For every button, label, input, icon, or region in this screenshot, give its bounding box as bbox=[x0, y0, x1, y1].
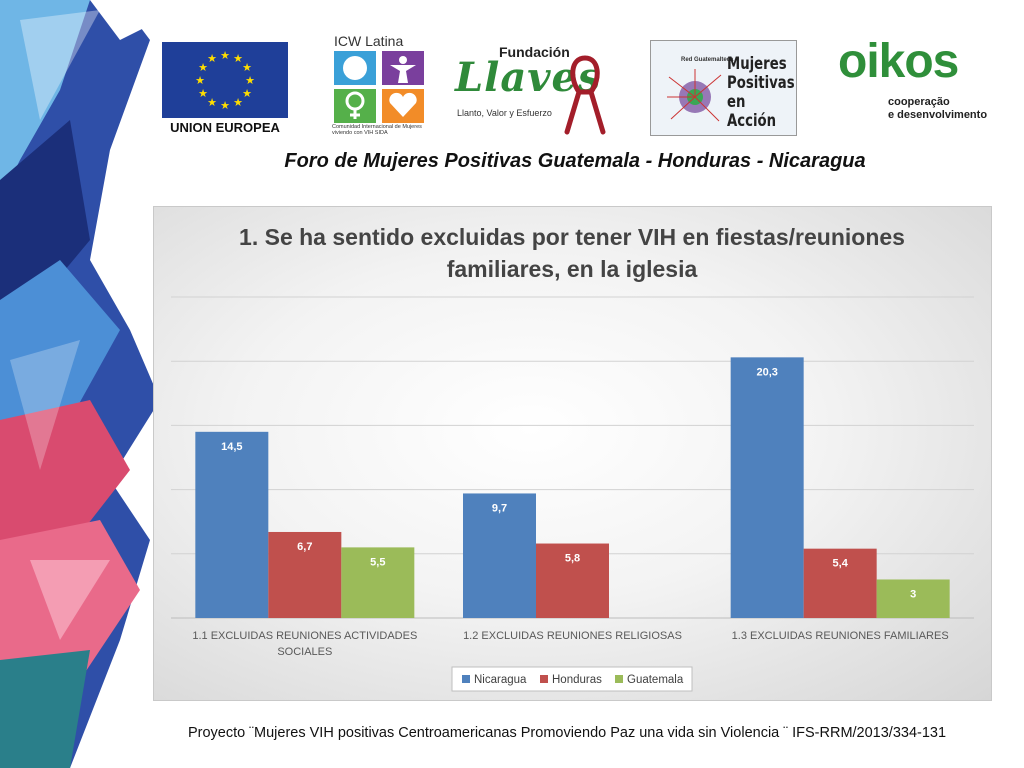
legend-label-honduras: Honduras bbox=[552, 674, 602, 686]
bar-guatemala-1 bbox=[341, 547, 415, 618]
data-label-honduras-2: 5,8 bbox=[565, 553, 580, 565]
svg-text:★: ★ bbox=[233, 96, 243, 109]
eu-flag-icon: ★ ★ ★ ★ ★ ★ ★ ★ ★ ★ ★ ★ bbox=[162, 42, 288, 118]
bar-honduras-2 bbox=[536, 543, 609, 618]
bar-nicaragua-1 bbox=[195, 431, 269, 618]
svg-text:★: ★ bbox=[233, 52, 243, 65]
data-label-guatemala-3: 3 bbox=[910, 588, 916, 600]
footer-text: Proyecto ¨Mujeres VIH positivas Centroam… bbox=[187, 725, 947, 741]
bar-guatemala-3 bbox=[876, 579, 950, 618]
fundacion-llaves-logo: Fundación Llaves Llanto, Valor y Esfuerz… bbox=[455, 42, 615, 137]
legend-swatch-nicaragua bbox=[462, 675, 470, 683]
data-label-honduras-3: 5,4 bbox=[833, 558, 849, 570]
data-label-nicaragua-1: 14,5 bbox=[221, 441, 242, 453]
eu-logo-text: UNION EUROPEA bbox=[170, 120, 280, 135]
bar-honduras-1 bbox=[268, 531, 342, 618]
network-figure-icon bbox=[667, 69, 722, 122]
legend-box bbox=[451, 666, 693, 692]
svg-text:★: ★ bbox=[207, 96, 217, 109]
legend-label-nicaragua: Nicaragua bbox=[474, 674, 527, 686]
mujeres-logo-network: Red Guatemalteca bbox=[681, 57, 734, 63]
svg-text:★: ★ bbox=[198, 87, 208, 100]
chart-title-line-1: 1. Se ha sentido excluidas por tener VIH… bbox=[239, 224, 905, 250]
slide-title: Foro de Mujeres Positivas Guatemala - Ho… bbox=[284, 150, 866, 172]
category-label-1-line-1: 1.1 EXCLUIDAS REUNIONES ACTIVIDADES bbox=[192, 630, 417, 642]
svg-text:★: ★ bbox=[207, 52, 217, 65]
legend-swatch-guatemala bbox=[615, 675, 623, 683]
icw-logo-subtitle: Comunidad Internacional de Mujeres vivie… bbox=[332, 124, 422, 136]
chart-title-line-2: familiares, en la iglesia bbox=[447, 256, 698, 282]
svg-text:★: ★ bbox=[245, 74, 255, 87]
legend-swatch-honduras bbox=[540, 675, 548, 683]
svg-text:★: ★ bbox=[220, 49, 230, 62]
left-decorative-graphic bbox=[0, 0, 160, 768]
category-label-1-line-2: SOCIALES bbox=[277, 646, 332, 658]
chart-panel: 1. Se ha sentido excluidas por tener VIH… bbox=[153, 206, 992, 701]
category-label-3-line-1: 1.3 EXCLUIDAS REUNIONES FAMILIARES bbox=[732, 630, 949, 642]
svg-text:★: ★ bbox=[220, 99, 230, 112]
svg-text:★: ★ bbox=[198, 61, 208, 74]
bar-chart: 1. Se ha sentido excluidas por tener VIH… bbox=[171, 224, 974, 692]
oikos-logo: oikos cooperação e desenvolvimento bbox=[838, 35, 998, 132]
data-label-nicaragua-2: 9,7 bbox=[492, 502, 507, 514]
legend-label-guatemala: Guatemala bbox=[627, 674, 684, 686]
red-ribbon-icon bbox=[564, 55, 606, 135]
mujeres-logo-name: Mujeres Positivas en Acción bbox=[727, 54, 795, 131]
data-label-guatemala-1: 5,5 bbox=[370, 556, 385, 568]
eu-logo: ★ ★ ★ ★ ★ ★ ★ ★ ★ ★ ★ ★ UNION EUROPEA bbox=[160, 40, 290, 135]
svg-text:★: ★ bbox=[242, 87, 252, 100]
bar-nicaragua-3 bbox=[730, 357, 804, 618]
mujeres-positivas-logo: Red Guatemalteca Mujeres Positivas en Ac… bbox=[650, 40, 797, 136]
icw-logo-title: ICW Latina bbox=[334, 33, 404, 49]
data-label-honduras-1: 6,7 bbox=[297, 541, 312, 553]
icw-logo-icons bbox=[334, 51, 424, 123]
category-label-2-line-1: 1.2 EXCLUIDAS REUNIONES RELIGIOSAS bbox=[463, 630, 682, 642]
data-label-nicaragua-3: 20,3 bbox=[756, 366, 777, 378]
oikos-logo-name: oikos bbox=[838, 35, 959, 88]
oikos-logo-line1: cooperação bbox=[888, 96, 950, 108]
llaves-logo-tagline: Llanto, Valor y Esfuerzo bbox=[457, 108, 552, 118]
svg-text:★: ★ bbox=[195, 74, 205, 87]
svg-text:★: ★ bbox=[242, 61, 252, 74]
bar-nicaragua-2 bbox=[463, 493, 536, 618]
llaves-logo-top-text: Fundación bbox=[499, 44, 570, 60]
oikos-logo-subtitle: cooperação e desenvolvimento bbox=[888, 96, 987, 122]
icw-latina-logo: ICW Latina Comunidad Internacional de Mu… bbox=[330, 33, 430, 139]
bar-honduras-3 bbox=[803, 548, 877, 618]
oikos-logo-line2: e desenvolvimento bbox=[888, 109, 988, 121]
